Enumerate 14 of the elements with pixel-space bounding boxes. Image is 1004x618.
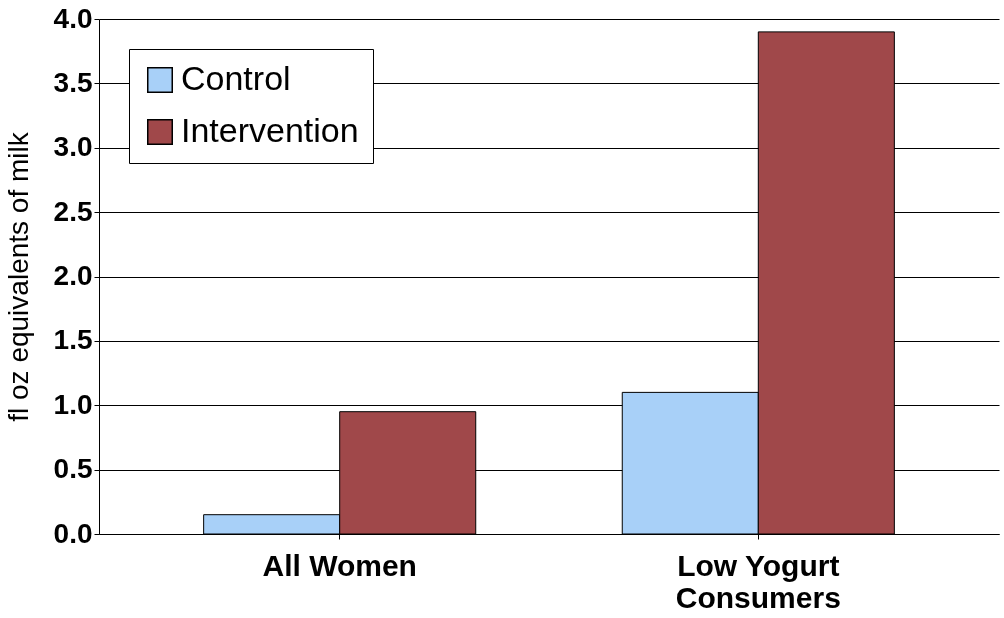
y-tick-label: 2.0 <box>53 260 93 291</box>
y-tick-label: 0.5 <box>53 453 93 485</box>
y-tick-label: 0.0 <box>53 517 93 549</box>
x-tick-label: Low Yogurt Consumers <box>675 548 841 614</box>
legend-label: Intervention <box>181 111 359 149</box>
x-tick-label: All Women <box>262 548 417 582</box>
legend-label: Control <box>181 59 291 97</box>
y-tick-label: 3.0 <box>53 131 93 163</box>
y-tick-label: 3.5 <box>53 66 93 98</box>
y-tick-label: 2.5 <box>53 195 93 227</box>
y-tick-label: 1.0 <box>53 388 93 420</box>
y-tick-label: 1.5 <box>53 324 93 356</box>
y-tick-label: 4.0 <box>53 2 93 34</box>
y-axis-title: fl oz equivalents of milk <box>2 131 34 422</box>
